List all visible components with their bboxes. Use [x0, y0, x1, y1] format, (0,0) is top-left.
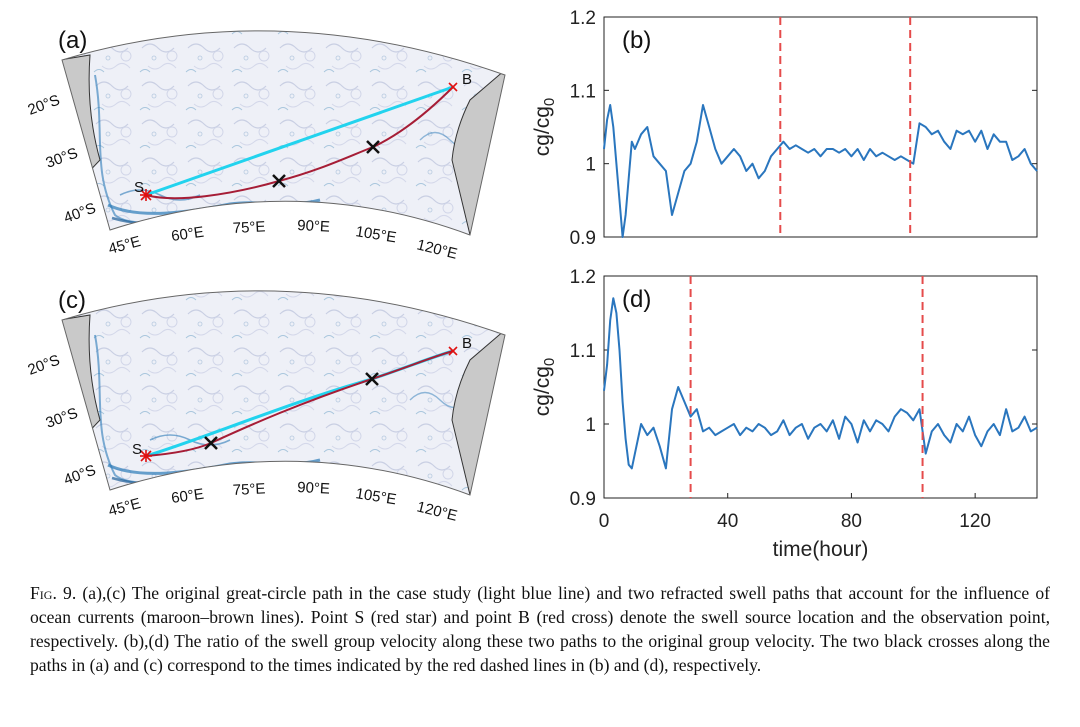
point-b-label-a: B	[462, 71, 472, 88]
y-tick-label: 1.2	[570, 8, 596, 29]
red-cross-c	[448, 346, 458, 356]
caption-text: (a),(c) The original great-circle path i…	[30, 583, 1050, 675]
x-axis-label: time(hour)	[773, 538, 869, 561]
y-tick-label: 1.2	[570, 267, 596, 288]
lon-label: 90°E	[297, 479, 331, 498]
y-tick-label: 1	[585, 155, 596, 176]
lat-label: 20°S	[26, 352, 63, 379]
lon-label: 60°E	[170, 486, 205, 507]
y-tick-label: 1.1	[570, 81, 596, 102]
lon-label: 45°E	[107, 495, 143, 520]
y-tick-label: 0.9	[570, 228, 596, 249]
red-star-c	[140, 450, 152, 462]
y-tick-label: 1	[585, 415, 596, 436]
line-chart-b: 0.9 1 1.1 1.2 (b) cg/cg0	[531, 8, 1038, 249]
point-s-label-c: S	[132, 441, 142, 458]
lat-label: 30°S	[44, 145, 81, 172]
panel-label-c: (c)	[58, 287, 86, 314]
black-cross-c1	[204, 436, 218, 450]
figure: (a) S B 20°S 30°S 40°S 45°E 60°E 75°E 90…	[26, 8, 1038, 561]
series-line	[603, 104, 1038, 238]
panel-label: (d)	[622, 286, 651, 313]
y-tick-label: 0.9	[570, 489, 596, 510]
lon-label: 120°E	[415, 498, 459, 524]
red-star-a	[140, 189, 152, 201]
caption-fig-label: Fig. 9.	[30, 583, 77, 603]
map-panel-a: (a) S B 20°S 30°S 40°S 45°E 60°E 75°E 90…	[26, 27, 506, 263]
lat-label: 20°S	[26, 92, 63, 119]
lon-label: 75°E	[232, 480, 266, 499]
lat-label: 40°S	[62, 462, 99, 489]
panel-label: (b)	[622, 27, 651, 54]
lat-label: 30°S	[44, 405, 81, 432]
lon-label: 45°E	[107, 233, 143, 258]
refracted-path-a	[145, 86, 454, 200]
figure-caption: Fig. 9. (a),(c) The original great-circl…	[30, 581, 1050, 677]
x-tick-label: 40	[717, 511, 738, 532]
lon-label: 90°E	[297, 217, 331, 236]
plot-frame	[603, 16, 1038, 238]
x-tick-label: 120	[959, 511, 991, 532]
x-tick-label: 0	[599, 511, 610, 532]
point-b-label-c: B	[462, 335, 472, 352]
lon-label: 105°E	[354, 485, 397, 508]
lon-label: 120°E	[415, 236, 459, 262]
x-tick-label: 80	[841, 511, 862, 532]
lat-label: 40°S	[62, 200, 99, 227]
y-tick-label: 1.1	[570, 341, 596, 362]
red-cross-a	[448, 82, 458, 92]
lon-label: 75°E	[232, 218, 266, 237]
map-panel-c: (c) S B 20°S 30°S 40°S 45°E 60°E 75°E 90…	[26, 287, 506, 525]
point-s-label-a: S	[134, 179, 144, 196]
black-cross-c2	[365, 372, 379, 386]
great-circle-path-a	[145, 85, 454, 197]
y-axis-label: cg/cg0	[531, 98, 558, 157]
black-cross-a1	[272, 174, 286, 188]
line-chart-d: 0.9 1 1.1 1.2 0 40 80 120 (d) cg/cg0 time(hour)	[531, 267, 1038, 561]
black-cross-a2	[366, 140, 380, 154]
refracted-path-c	[145, 350, 454, 457]
lon-label: 60°E	[170, 224, 205, 245]
y-axis-label: cg/cg0	[531, 358, 558, 417]
series-line	[603, 297, 1038, 470]
panel-label-a: (a)	[58, 27, 87, 54]
plot-frame	[603, 275, 1038, 499]
lon-label: 105°E	[354, 223, 397, 246]
